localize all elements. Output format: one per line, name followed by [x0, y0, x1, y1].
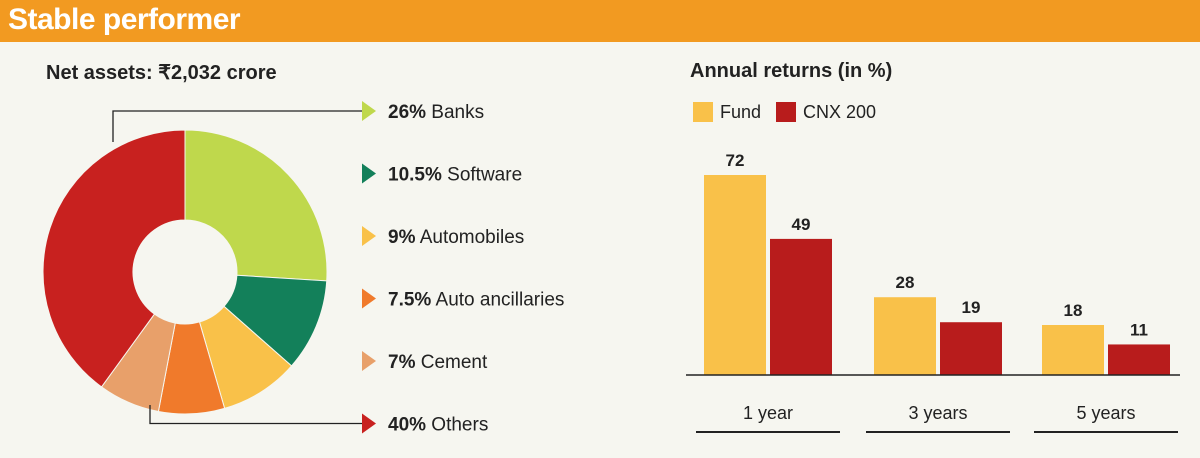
- bar-value-label: 19: [962, 298, 981, 317]
- pie-slice-banks: [184, 129, 328, 282]
- header-bar: Stable performer: [0, 0, 1200, 42]
- bar-cnx-200-2: [940, 322, 1002, 375]
- pie-label-arrow: [362, 288, 376, 309]
- pie-slice-others: [42, 129, 186, 388]
- pie-label: 10.5% Software: [388, 165, 522, 186]
- pie-chart-title: Net assets: ₹2,032 crore: [46, 62, 277, 84]
- category-label: 1 year: [743, 403, 793, 423]
- bar-value-label: 18: [1064, 301, 1083, 320]
- pie-label-arrow: [362, 101, 376, 121]
- bar-value-label: 49: [792, 215, 811, 234]
- legend-label-cnx200: CNX 200: [803, 102, 877, 122]
- header-title: Stable performer: [8, 3, 241, 36]
- category-label: 3 years: [908, 403, 967, 423]
- bar-fund-3: [1042, 325, 1104, 375]
- pie-label-arrow: [362, 226, 376, 246]
- pie-label: 9% Automobiles: [388, 227, 524, 248]
- legend-label-fund: Fund: [720, 102, 762, 122]
- leader-line-banks: [112, 110, 362, 142]
- legend-swatch-fund: [693, 102, 713, 122]
- bar-value-label: 28: [896, 273, 915, 292]
- pie-label: 7.5% Auto ancillaries: [388, 290, 564, 311]
- pie-label-arrow: [362, 163, 376, 184]
- bar-value-label: 11: [1130, 320, 1148, 339]
- pie-label-arrow: [362, 413, 376, 434]
- bar-fund-2: [874, 297, 936, 375]
- pie-label: 26% Banks: [388, 102, 484, 123]
- pie-label-arrow: [362, 351, 376, 371]
- leader-line-others: [149, 405, 362, 425]
- bar-cnx-200-3: [1108, 344, 1170, 375]
- pie-label: 40% Others: [388, 415, 488, 436]
- category-label: 5 years: [1076, 403, 1135, 423]
- bar-fund-1: [704, 175, 766, 375]
- bar-value-label: 72: [726, 151, 745, 170]
- bar-cnx-200-1: [770, 238, 832, 375]
- pie-label: 7% Cement: [388, 352, 488, 373]
- bar-chart-title: Annual returns (in %): [690, 60, 893, 82]
- legend-swatch-cnx200: [776, 102, 796, 122]
